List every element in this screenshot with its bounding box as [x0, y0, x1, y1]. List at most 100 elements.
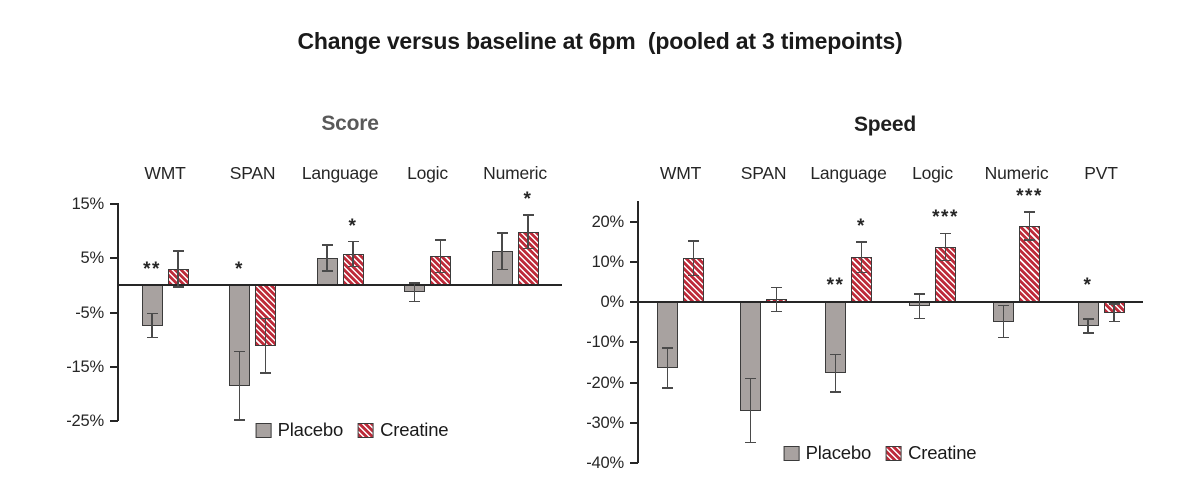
error-bar-line	[413, 283, 416, 302]
error-bar-line	[151, 313, 153, 338]
error-bar-cap-top	[998, 304, 1009, 307]
error-bar-cap-bottom	[496, 268, 508, 271]
error-bar-cap-bottom	[745, 441, 756, 444]
error-bar-line	[944, 233, 947, 261]
y-tick-label: -15%	[66, 357, 104, 376]
significance-marker-language-creatine: *	[348, 215, 358, 237]
y-axis-line	[637, 201, 639, 463]
legend-item-creatine: Creatine	[358, 419, 449, 441]
error-bar-line	[1028, 212, 1031, 241]
y-tick-label: -5%	[75, 303, 104, 322]
error-bar-cap-top	[260, 317, 271, 320]
legend-item-creatine: Creatine	[886, 442, 977, 464]
category-label-wmt: WMT	[144, 163, 186, 183]
y-tick-label: 10%	[591, 253, 625, 272]
error-bar-cap-top	[856, 241, 867, 243]
error-bar-line	[1113, 303, 1115, 322]
y-tick	[630, 221, 638, 224]
category-label-span: SPAN	[740, 163, 787, 183]
category-label-numeric: Numeric	[984, 163, 1049, 183]
y-tick	[630, 261, 638, 264]
error-bar-line	[775, 287, 778, 312]
significance-marker-language-placebo: **	[826, 275, 845, 297]
error-bar-cap-bottom	[856, 271, 867, 274]
y-tick	[110, 420, 118, 423]
chart-title-speed: Speed	[853, 113, 917, 136]
error-bar-line	[1002, 305, 1005, 338]
error-bar-cap-top	[347, 240, 359, 243]
significance-marker-wmt-placebo: **	[143, 258, 161, 280]
legend-label-placebo: Placebo	[277, 419, 344, 440]
y-tick	[110, 257, 118, 260]
error-bar-line	[834, 354, 837, 393]
y-tick-label: -20%	[586, 373, 624, 392]
error-bar-cap-bottom	[172, 286, 184, 288]
significance-marker-numeric-creatine: *	[523, 189, 533, 211]
error-bar-cap-bottom	[260, 371, 271, 374]
error-bar-cap-top	[914, 293, 925, 296]
category-label-numeric: Numeric	[483, 163, 547, 183]
category-label-language: Language	[810, 163, 887, 183]
zero-baseline	[118, 284, 562, 287]
error-bar-line	[238, 351, 241, 420]
category-label-span: SPAN	[229, 163, 276, 183]
legend-item-placebo: Placebo	[783, 442, 872, 464]
y-tick	[110, 203, 118, 206]
error-bar-cap-top	[1108, 303, 1120, 305]
error-bar-cap-top	[496, 231, 508, 234]
error-bar-line	[264, 318, 267, 373]
error-bar-cap-top	[1024, 211, 1035, 213]
error-bar-line	[1087, 318, 1089, 334]
error-bar-cap-bottom	[662, 387, 673, 389]
legend-label-placebo: Placebo	[805, 442, 872, 463]
y-tick	[630, 421, 638, 424]
y-tick-label: -25%	[66, 412, 104, 431]
error-bar-cap-top	[940, 232, 951, 235]
error-bar-cap-bottom	[347, 265, 359, 268]
error-bar-line	[666, 348, 669, 389]
category-label-wmt: WMT	[659, 163, 702, 183]
error-bar-cap-top	[146, 312, 158, 315]
y-tick	[630, 461, 638, 464]
error-bar-cap-top	[321, 244, 333, 247]
error-bar-cap-top	[745, 377, 756, 380]
significance-marker-pvt-placebo: *	[1083, 275, 1093, 297]
legend-label-creatine: Creatine	[908, 442, 977, 463]
legend-swatch-placebo	[783, 445, 800, 461]
error-bar-line	[352, 241, 354, 267]
y-tick-label: 0%	[600, 293, 625, 312]
error-bar-line	[326, 245, 328, 272]
legend-item-placebo: Placebo	[255, 419, 344, 441]
error-bar-cap-top	[409, 282, 420, 285]
error-bar-cap-bottom	[1024, 239, 1035, 241]
y-tick	[630, 341, 638, 344]
error-bar-cap-bottom	[998, 336, 1009, 339]
error-bar-cap-bottom	[146, 336, 158, 339]
error-bar-line	[527, 214, 529, 249]
y-tick	[630, 381, 638, 384]
category-label-logic: Logic	[407, 163, 448, 183]
error-bar-cap-top	[1082, 317, 1094, 320]
error-bar-cap-top	[830, 353, 841, 356]
y-tick	[110, 365, 118, 368]
error-bar-cap-bottom	[321, 270, 333, 273]
error-bar-line	[860, 242, 863, 273]
significance-marker-logic-creatine: ***	[932, 207, 959, 229]
legend-swatch-placebo	[255, 422, 272, 438]
zero-baseline	[638, 301, 1143, 304]
error-bar-line	[918, 294, 921, 319]
error-bar-cap-bottom	[688, 274, 699, 277]
error-bar-line	[501, 232, 503, 270]
error-bar-line	[439, 239, 442, 273]
error-bar-cap-top	[522, 214, 534, 216]
y-tick	[630, 301, 638, 304]
error-bar-cap-bottom	[435, 271, 446, 274]
legend-swatch-creatine	[358, 422, 375, 438]
error-bar-cap-top	[172, 250, 184, 253]
error-bar-cap-top	[688, 240, 699, 242]
error-bar-cap-bottom	[409, 300, 420, 303]
error-bar-cap-bottom	[830, 391, 841, 393]
error-bar-cap-bottom	[771, 310, 782, 313]
y-tick-label: 20%	[591, 213, 625, 232]
